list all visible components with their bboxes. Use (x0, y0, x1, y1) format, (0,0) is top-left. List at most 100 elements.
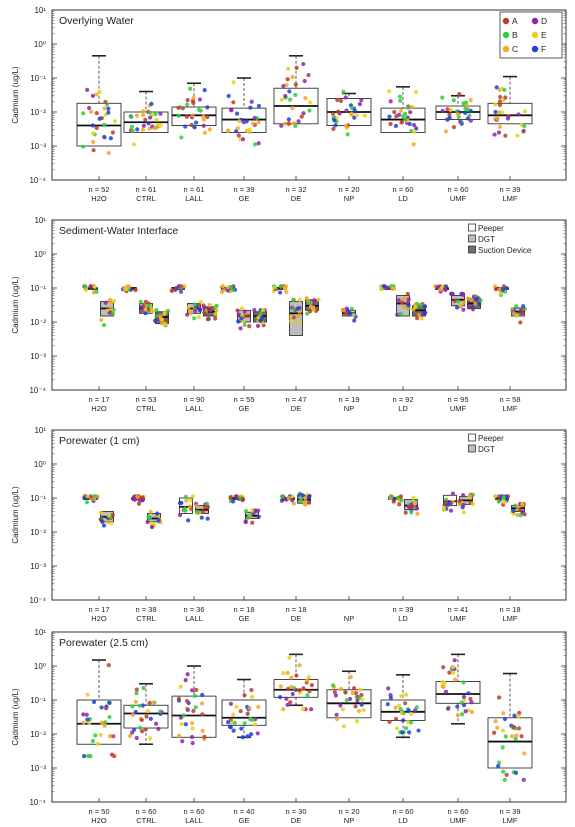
data-point (303, 502, 308, 507)
data-point (386, 686, 391, 691)
legend-swatch (502, 31, 510, 39)
data-point (461, 680, 466, 685)
point-cloud (145, 509, 163, 530)
data-point (281, 83, 286, 89)
data-point (478, 298, 483, 303)
panel-title: Porewater (1 cm) (59, 435, 140, 447)
data-point (243, 509, 249, 514)
data-point (235, 125, 240, 131)
data-point (440, 108, 445, 113)
y-tick-label: 10⁻¹ (30, 74, 46, 83)
data-point (205, 317, 210, 322)
data-point (278, 290, 283, 295)
data-point (130, 128, 135, 134)
data-point (467, 305, 472, 310)
data-point (395, 312, 400, 317)
data-point (193, 705, 198, 710)
x-tick-label: LMF (503, 194, 518, 203)
data-point (205, 105, 210, 110)
data-point (331, 683, 336, 688)
data-point (183, 722, 188, 727)
legend: ABC DEF (499, 11, 563, 59)
data-point (185, 672, 190, 677)
data-point (522, 751, 527, 756)
data-point (297, 663, 302, 668)
data-point (147, 115, 153, 120)
legend-swatch (468, 444, 476, 453)
data-point (306, 674, 311, 680)
panel-2: 10¹ 10⁰ 10⁻¹ 10⁻² 10⁻³ 10⁻⁴ Cadmium (ug/L) Sedi… (11, 216, 567, 413)
data-point (258, 318, 263, 323)
data-point (87, 720, 92, 726)
n-label: n = 61 (183, 185, 204, 194)
point-cloud (271, 284, 289, 295)
data-point (461, 502, 466, 507)
data-point (90, 93, 95, 98)
point-cloud (81, 87, 117, 156)
data-point (184, 498, 189, 503)
data-point (468, 118, 474, 123)
data-point (192, 125, 197, 130)
data-point (406, 708, 411, 713)
plot-frame (51, 429, 567, 601)
point-cloud (330, 89, 367, 137)
data-point (509, 734, 515, 739)
data-point (416, 728, 421, 733)
data-point (93, 733, 98, 738)
data-point (146, 303, 151, 308)
panel-title: Overlying Water (59, 15, 134, 27)
data-point (410, 105, 415, 110)
data-point (278, 695, 283, 700)
y-tick-label: 10⁰ (34, 40, 46, 49)
data-point (519, 734, 524, 739)
data-point (242, 721, 247, 726)
data-point (279, 123, 284, 128)
data-point (135, 127, 140, 132)
data-point (107, 714, 112, 720)
data-point (279, 97, 284, 103)
data-point (522, 109, 528, 114)
data-point (297, 297, 302, 302)
data-point (399, 498, 404, 503)
x-tick-label: LMF (503, 614, 518, 623)
data-point (290, 498, 295, 503)
legend-swatch (531, 31, 539, 39)
data-point (155, 122, 160, 128)
data-point (154, 307, 159, 313)
data-point (225, 720, 231, 725)
data-point (521, 304, 526, 309)
data-point (99, 720, 104, 725)
data-point (214, 303, 219, 308)
data-point (239, 316, 244, 321)
data-point (198, 108, 203, 113)
data-point (194, 687, 199, 693)
data-point (332, 118, 337, 123)
data-point (448, 501, 454, 506)
data-point (493, 287, 499, 292)
legend-swatch (502, 45, 510, 53)
data-point (256, 103, 262, 109)
data-point (83, 287, 88, 292)
n-label: n = 60 (183, 807, 204, 816)
data-point (343, 312, 349, 317)
data-point (245, 711, 250, 716)
data-point (289, 319, 294, 324)
data-point (455, 704, 460, 709)
x-tick-label: LD (398, 404, 408, 413)
data-point (97, 116, 102, 121)
data-point (443, 129, 448, 134)
data-point (388, 99, 393, 104)
data-point (144, 714, 149, 719)
data-point (213, 316, 218, 321)
data-point (288, 314, 293, 320)
data-point (134, 691, 139, 696)
n-label: n = 18 (499, 605, 520, 614)
data-point (387, 719, 392, 724)
data-point (182, 284, 187, 289)
data-point (334, 712, 339, 718)
data-point (234, 704, 239, 709)
data-point (442, 681, 447, 686)
data-point (238, 708, 243, 714)
n-label: n = 20 (338, 185, 359, 194)
data-point (498, 94, 503, 100)
